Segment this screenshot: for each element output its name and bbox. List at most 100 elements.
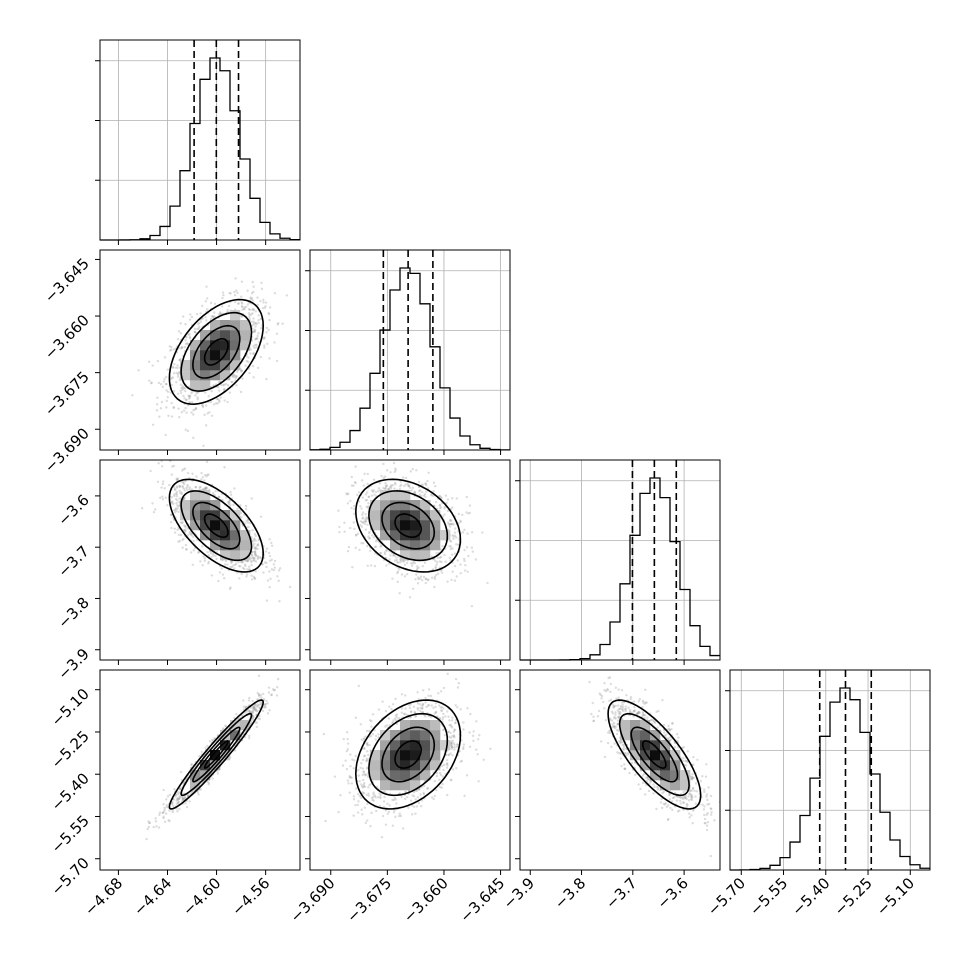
density-cell xyxy=(210,340,221,351)
sample-point xyxy=(190,533,193,536)
sample-point xyxy=(181,486,185,489)
sample-point xyxy=(653,720,656,724)
density-cell xyxy=(220,550,231,561)
density-cell xyxy=(380,500,391,511)
sample-point xyxy=(168,483,171,487)
sample-point xyxy=(632,715,635,718)
sample-point xyxy=(427,688,431,691)
sample-point xyxy=(406,484,410,487)
sample-point xyxy=(210,315,213,318)
sample-point xyxy=(200,478,203,481)
sample-point xyxy=(610,710,614,713)
sample-point xyxy=(608,731,612,735)
sample-point xyxy=(471,734,475,738)
sample-point xyxy=(251,280,254,284)
sample-point xyxy=(663,803,667,806)
sample-point xyxy=(421,564,424,568)
sample-point xyxy=(441,544,444,548)
sample-point xyxy=(253,346,256,350)
sample-point xyxy=(420,494,423,498)
sample-point xyxy=(592,719,595,723)
sample-point xyxy=(362,778,365,782)
sample-point xyxy=(410,562,413,565)
density-cell xyxy=(210,350,221,361)
sample-point xyxy=(235,289,238,292)
density-cell xyxy=(200,770,211,781)
sample-point xyxy=(613,725,616,728)
sample-point xyxy=(362,785,366,788)
sample-point xyxy=(713,819,716,822)
sample-point xyxy=(239,295,243,298)
sample-point xyxy=(214,554,217,558)
sample-point xyxy=(453,728,456,731)
sample-point xyxy=(643,716,646,720)
sample-point xyxy=(162,802,165,806)
contour-level-3 xyxy=(368,490,449,562)
sample-point xyxy=(176,364,179,367)
sample-point xyxy=(352,798,356,801)
sample-point xyxy=(198,325,201,329)
sample-point xyxy=(361,773,364,777)
sample-point xyxy=(613,717,616,720)
sample-point xyxy=(251,364,255,368)
sample-point xyxy=(368,537,371,540)
sample-point xyxy=(432,797,435,801)
sample-point xyxy=(177,510,180,514)
sample-point xyxy=(173,488,177,491)
sample-point xyxy=(210,574,214,577)
sample-point xyxy=(249,297,253,301)
sample-point xyxy=(240,315,244,318)
sample-point xyxy=(426,479,429,483)
sample-point xyxy=(171,435,173,437)
sample-point xyxy=(197,323,200,326)
sample-point xyxy=(453,748,456,751)
joint-panel-4-3 xyxy=(519,669,721,871)
sample-point xyxy=(612,705,615,709)
density-cell xyxy=(390,500,401,511)
sample-point xyxy=(450,746,454,749)
density-cell xyxy=(390,740,401,751)
sample-point xyxy=(472,739,475,743)
sample-point xyxy=(374,795,377,799)
sample-point xyxy=(366,802,369,806)
sample-point xyxy=(197,327,200,331)
sample-point xyxy=(442,707,445,710)
sample-point xyxy=(168,345,171,348)
sample-point xyxy=(248,522,251,525)
sample-point xyxy=(254,325,257,328)
sample-point xyxy=(466,570,469,573)
sample-point xyxy=(435,774,439,778)
sample-point xyxy=(245,710,248,713)
sample-point xyxy=(449,547,452,551)
sample-point xyxy=(324,819,327,823)
sample-point xyxy=(198,550,201,554)
sample-point xyxy=(439,555,443,559)
sample-point xyxy=(393,554,397,558)
sample-point xyxy=(184,524,187,528)
sample-point xyxy=(663,731,666,734)
sample-point xyxy=(709,794,713,798)
density-cell xyxy=(380,740,391,751)
sample-point xyxy=(462,721,465,724)
density-cell xyxy=(210,360,221,371)
sample-point xyxy=(617,688,620,691)
sample-point xyxy=(270,693,273,696)
sample-point xyxy=(366,742,369,746)
sample-point xyxy=(177,797,181,801)
sample-point xyxy=(252,376,255,379)
sample-point xyxy=(167,414,170,418)
sample-point xyxy=(193,327,197,331)
sample-point xyxy=(212,403,216,406)
sample-point xyxy=(179,347,183,350)
sample-point xyxy=(201,405,205,409)
sample-point xyxy=(262,301,265,304)
sample-point xyxy=(192,409,195,412)
sample-point xyxy=(705,795,708,798)
sample-point xyxy=(218,571,222,574)
sample-point xyxy=(221,296,224,300)
sample-point xyxy=(159,407,163,410)
sample-point xyxy=(161,811,164,815)
sample-point xyxy=(380,544,383,548)
sample-point xyxy=(408,706,412,710)
sample-point xyxy=(370,455,372,457)
